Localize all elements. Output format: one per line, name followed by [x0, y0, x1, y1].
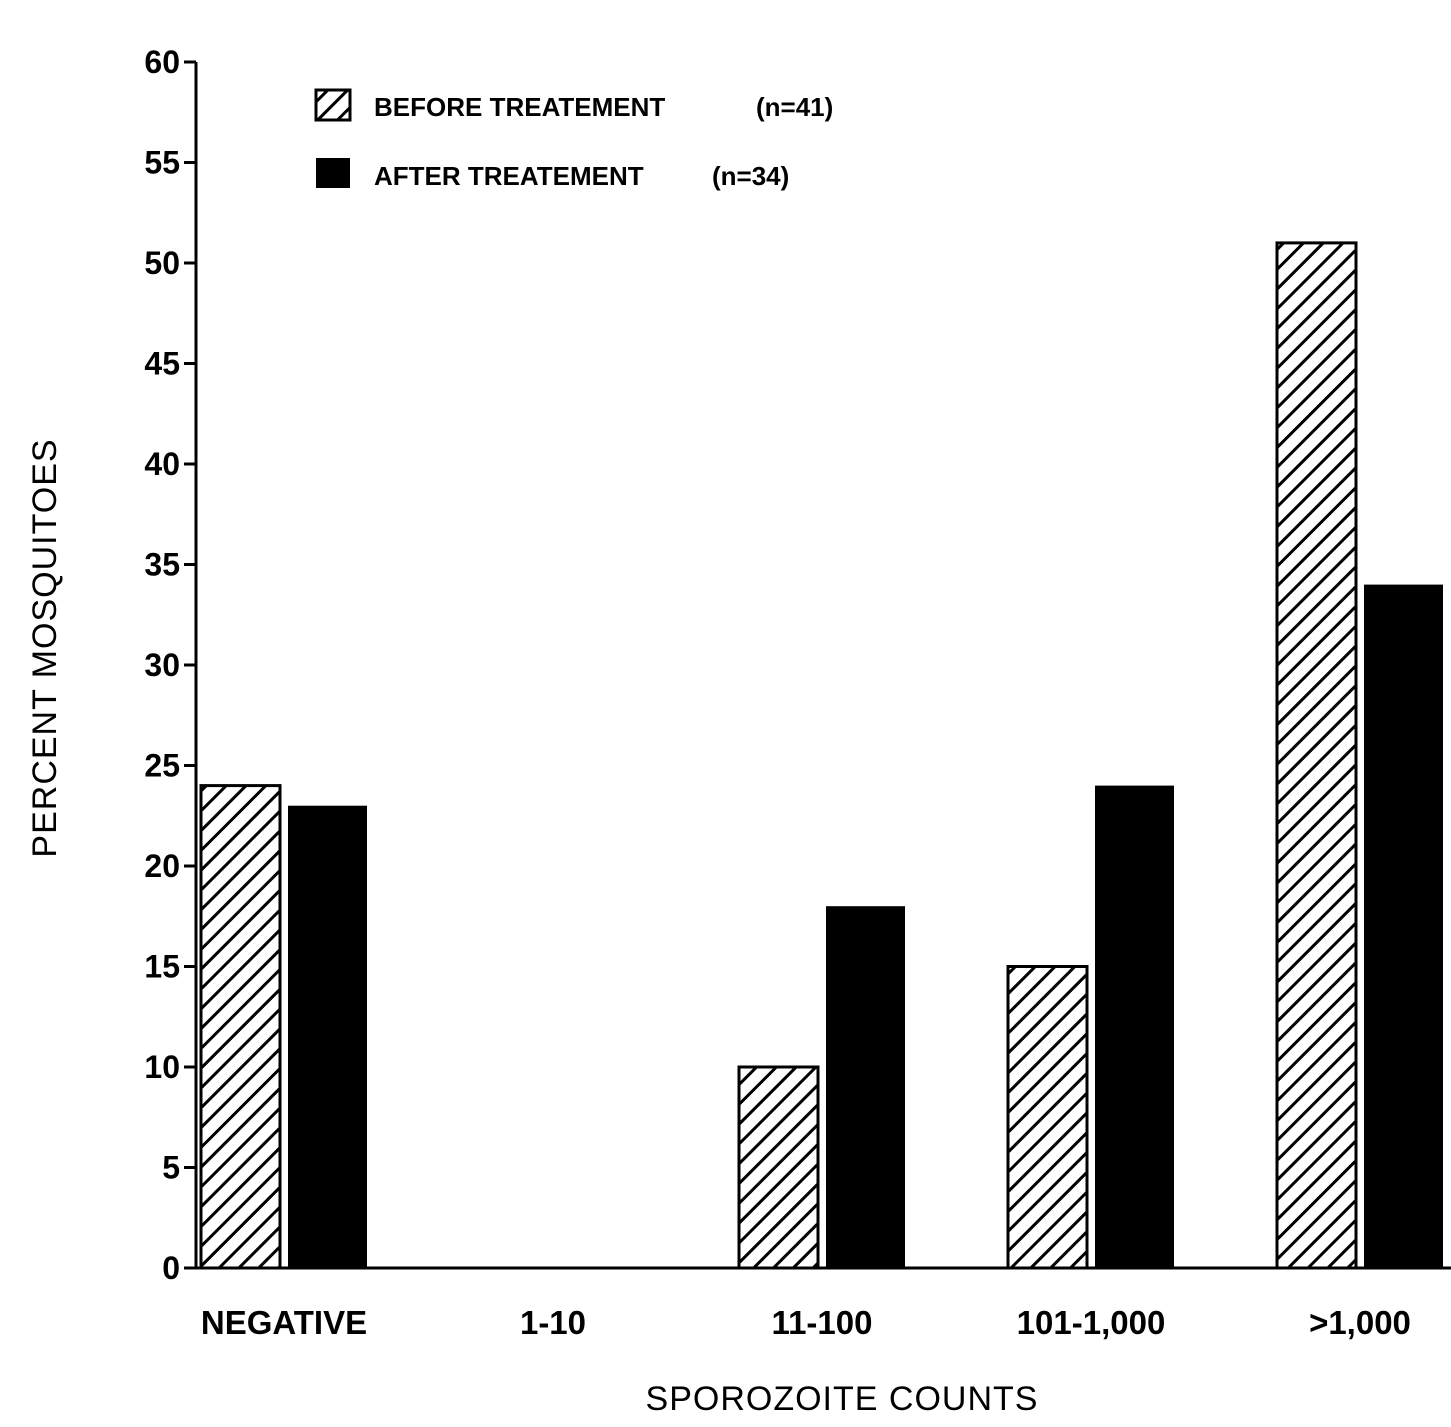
x-axis-title: SPOROZOITE COUNTS: [646, 1380, 1039, 1418]
x-tick-label: 101-1,000: [1017, 1304, 1166, 1341]
x-tick-label: 11-100: [772, 1304, 873, 1341]
bar-before-0: [199, 784, 282, 1270]
y-tick-label: 40: [144, 446, 180, 482]
y-tick-label: 20: [144, 848, 180, 884]
y-tick-label: 50: [144, 245, 180, 281]
y-tick-label: 25: [144, 748, 180, 784]
y-tick-label: 5: [162, 1150, 180, 1186]
legend-swatch-after: [316, 158, 350, 188]
x-tick-label: >1,000: [1309, 1304, 1411, 1341]
legend: BEFORE TREATEMENT (n=41) AFTER TREATEMEN…: [314, 88, 833, 191]
legend-n-before: (n=41): [756, 92, 833, 122]
x-tick-labels: NEGATIVE 1-10 11-100 101-1,000 >1,000: [201, 1304, 1411, 1341]
y-tick-label: 35: [144, 547, 180, 583]
legend-n-after: (n=34): [712, 161, 789, 191]
y-tick-label: 15: [144, 949, 180, 985]
x-tick-label: 1-10: [520, 1304, 586, 1341]
y-ticks: 0 5 10 15 20 25 30 35 40 45 50 55 60: [144, 44, 196, 1286]
y-tick-label: 45: [144, 346, 180, 382]
bar-after-3: [1095, 785, 1174, 1268]
bar-before-3: [1006, 965, 1089, 1270]
legend-label-after: AFTER TREATEMENT: [374, 161, 644, 191]
x-tick-label: NEGATIVE: [201, 1304, 367, 1341]
bar-after-0: [288, 805, 367, 1268]
y-tick-label: 60: [144, 44, 180, 80]
y-tick-label: 10: [144, 1049, 180, 1085]
bar-before-4: [1275, 241, 1358, 1270]
bar-after-2: [826, 906, 905, 1268]
bars: [199, 241, 1443, 1270]
y-tick-label: 30: [144, 647, 180, 683]
y-axis-title: PERCENT MOSQUITOES: [26, 438, 64, 857]
bar-after-4: [1364, 584, 1443, 1268]
y-tick-label: 55: [144, 145, 180, 181]
bar-before-2: [737, 1065, 820, 1270]
legend-swatch-before: [314, 88, 352, 122]
y-tick-label: 0: [162, 1250, 180, 1286]
legend-label-before: BEFORE TREATEMENT: [374, 92, 665, 122]
